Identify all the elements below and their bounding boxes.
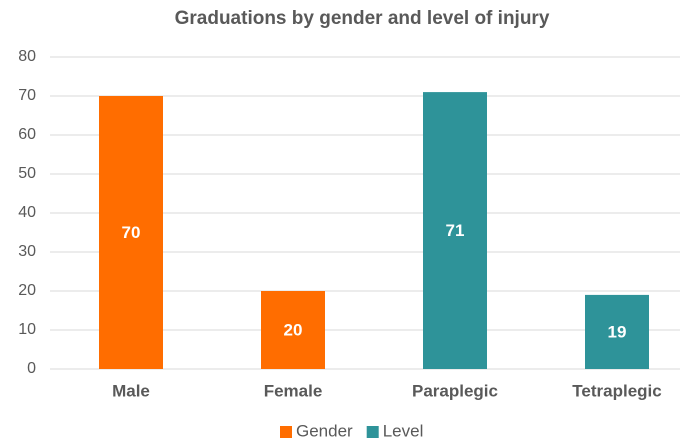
x-tick-label: Male — [112, 381, 150, 400]
bar — [99, 96, 163, 369]
chart-title: Graduations by gender and level of injur… — [175, 8, 550, 29]
legend-swatch — [280, 426, 292, 438]
bar — [261, 291, 325, 369]
data-label: 19 — [608, 322, 627, 341]
y-tick-label: 40 — [18, 204, 36, 221]
y-tick-label: 80 — [18, 48, 36, 65]
y-tick-label: 20 — [18, 282, 36, 299]
y-tick-label: 50 — [18, 165, 36, 182]
x-tick-label: Tetraplegic — [572, 381, 661, 400]
y-tick-label: 10 — [18, 321, 36, 338]
bar — [423, 92, 487, 369]
x-tick-label: Female — [264, 381, 323, 400]
legend-label: Level — [383, 421, 424, 440]
bar — [585, 294, 649, 369]
data-label: 71 — [446, 221, 465, 240]
data-label: 70 — [122, 223, 141, 242]
y-tick-label: 30 — [18, 243, 36, 260]
x-tick-label: Paraplegic — [412, 381, 498, 400]
legend-swatch — [366, 426, 379, 438]
y-tick-label: 70 — [18, 87, 36, 104]
data-label: 20 — [284, 320, 303, 339]
y-tick-label: 0 — [27, 360, 36, 377]
legend-label: Gender — [296, 421, 353, 440]
y-tick-label: 60 — [18, 126, 36, 143]
